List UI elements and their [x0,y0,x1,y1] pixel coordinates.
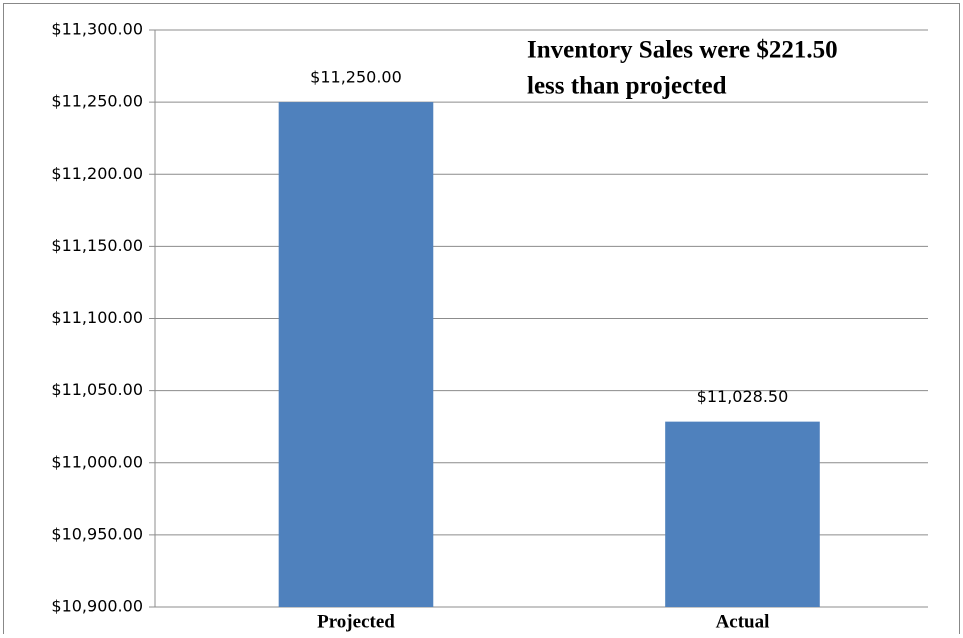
data-label: $11,028.50 [697,387,789,406]
bar [665,421,820,607]
y-tick-label: $11,250.00 [51,92,143,111]
bar [278,102,434,607]
y-tick-label: $11,150.00 [51,236,143,255]
y-tick-label: $11,100.00 [51,308,143,327]
y-tick-label: $10,950.00 [51,524,143,543]
x-tick-label: Projected [317,611,395,632]
y-tick-label: $11,200.00 [51,164,143,183]
y-tick-label: $11,050.00 [51,380,143,399]
data-label: $11,250.00 [310,68,402,87]
x-tick-label: Actual [716,611,770,632]
y-tick-label: $11,000.00 [51,452,143,471]
y-tick-label: $10,900.00 [51,597,143,616]
annotation: Inventory Sales were $221.50 [527,37,838,64]
y-tick-label: $11,300.00 [51,20,143,39]
annotation: less than projected [527,73,727,100]
